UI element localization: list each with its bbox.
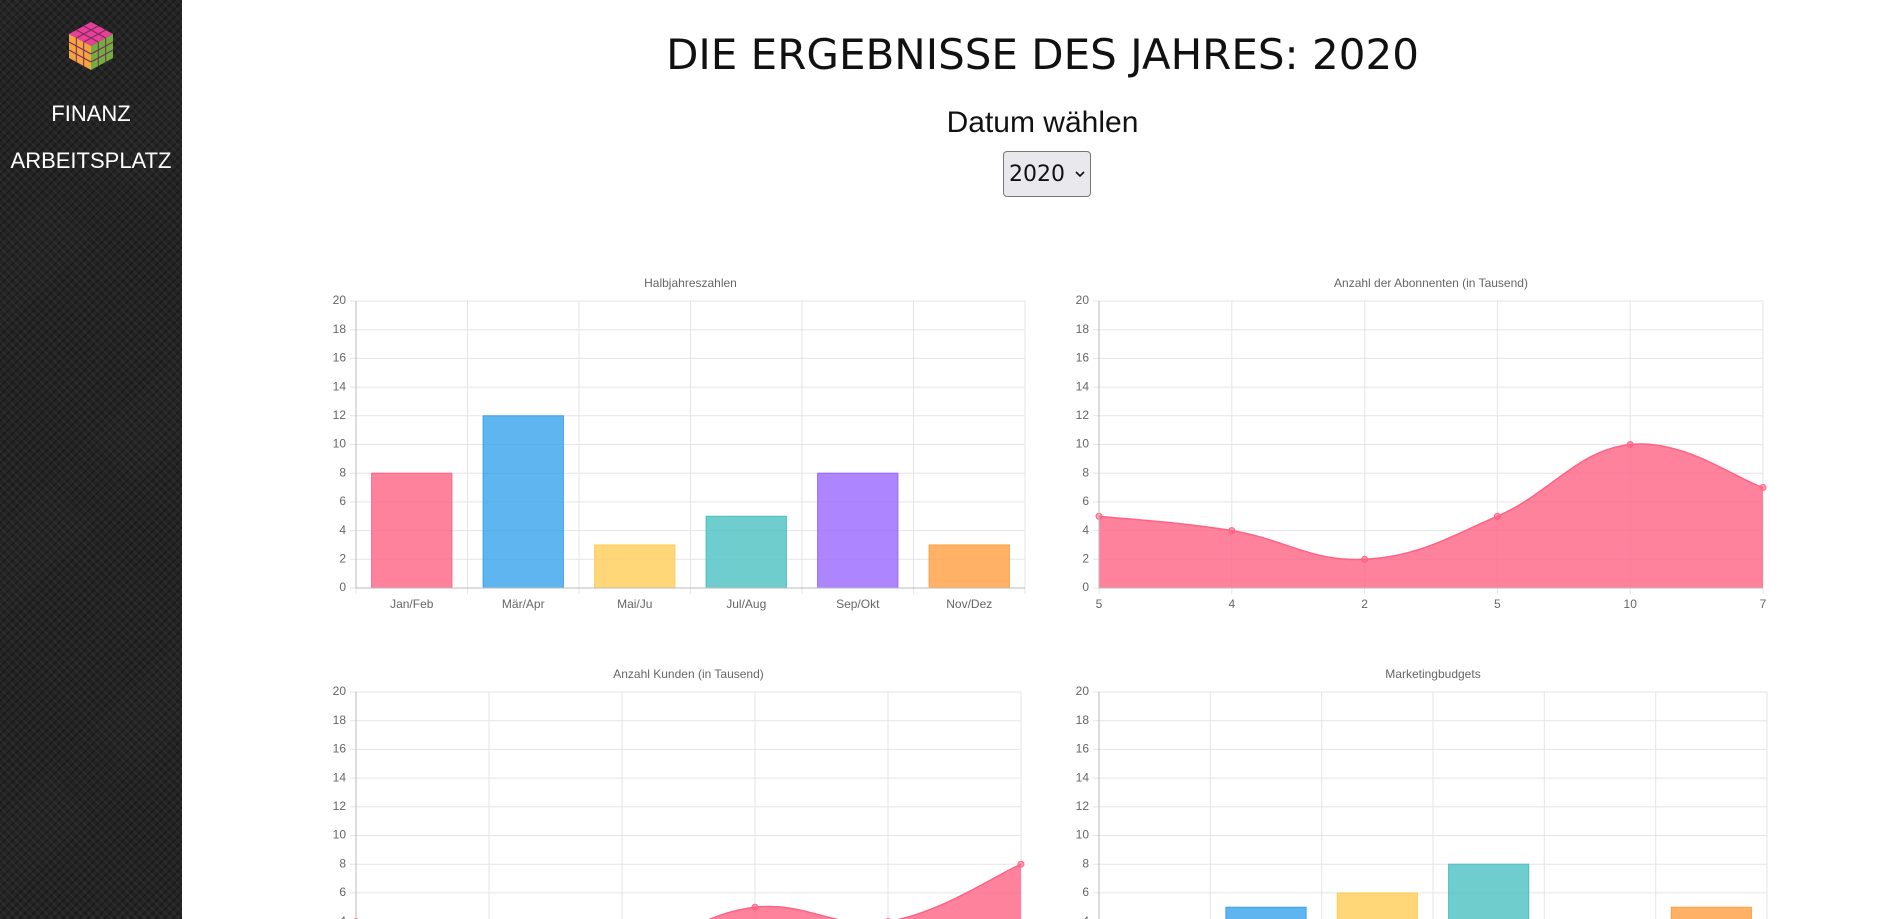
- point: [1759, 484, 1767, 492]
- x-tick-label: 5: [1494, 597, 1501, 611]
- y-tick-label: 10: [1076, 437, 1090, 451]
- y-tick-label: 0: [339, 580, 346, 594]
- y-tick-label: 18: [333, 713, 347, 727]
- y-tick-label: 12: [1076, 408, 1090, 422]
- y-tick-label: 4: [1082, 914, 1089, 919]
- x-tick-label: Nov/Dez: [946, 597, 992, 611]
- chart-title: Anzahl Kunden (in Tausend): [613, 667, 764, 681]
- y-tick-label: 2: [339, 551, 346, 565]
- bar: [482, 415, 564, 589]
- x-tick-label: Mär/Apr: [502, 597, 545, 611]
- brand-line[interactable]: FINANZ: [51, 101, 131, 126]
- y-tick-label: 16: [1076, 351, 1090, 365]
- y-tick-label: 14: [1076, 379, 1090, 393]
- chart-title: Anzahl der Abonnenten (in Tausend): [1334, 276, 1528, 290]
- point: [1228, 527, 1236, 535]
- x-tick-label: Jan/Feb: [390, 597, 434, 611]
- bar: [928, 544, 1010, 589]
- y-tick-label: 12: [333, 408, 347, 422]
- x-tick-label: 5: [1096, 597, 1103, 611]
- y-tick-label: 10: [333, 828, 347, 842]
- y-tick-label: 20: [1076, 293, 1090, 307]
- y-tick-label: 6: [1082, 885, 1089, 899]
- x-tick-label: 2: [1361, 597, 1368, 611]
- x-tick-label: 7: [1760, 597, 1767, 611]
- logo[interactable]: [67, 20, 115, 72]
- y-tick-label: 18: [1076, 713, 1090, 727]
- y-tick-label: 0: [1082, 580, 1089, 594]
- brand-line[interactable]: ARBEITSPLATZ: [10, 148, 172, 173]
- x-tick-label: 10: [1624, 597, 1638, 611]
- x-tick-label: Sep/Okt: [836, 597, 880, 611]
- year-select[interactable]: 2020: [1003, 151, 1091, 197]
- y-tick-label: 16: [333, 742, 347, 756]
- y-tick-label: 6: [339, 494, 346, 508]
- y-tick-label: 4: [339, 523, 346, 537]
- chart-title: Marketingbudgets: [1385, 667, 1480, 681]
- y-tick-label: 4: [1082, 523, 1089, 537]
- y-tick-label: 16: [1076, 742, 1090, 756]
- y-tick-label: 10: [1076, 828, 1090, 842]
- point: [751, 903, 759, 911]
- x-tick-label: 4: [1228, 597, 1235, 611]
- chart-title: Halbjahreszahlen: [644, 276, 737, 290]
- y-tick-label: 16: [333, 351, 347, 365]
- y-tick-label: 6: [339, 885, 346, 899]
- y-tick-label: 18: [333, 322, 347, 336]
- y-tick-label: 20: [333, 684, 347, 698]
- page-title: DIE ERGEBNISSE DES JAHRES: 2020: [666, 30, 1419, 79]
- bar: [705, 515, 787, 589]
- dropdown-arrow: [1075, 171, 1085, 178]
- y-tick-label: 20: [1076, 684, 1090, 698]
- bar: [817, 472, 899, 589]
- y-tick-label: 18: [1076, 322, 1090, 336]
- point: [1493, 512, 1501, 520]
- y-tick-label: 14: [333, 770, 347, 784]
- y-tick-label: 14: [333, 379, 347, 393]
- y-tick-label: 12: [1076, 799, 1090, 813]
- point: [1017, 860, 1025, 868]
- y-tick-label: 10: [333, 437, 347, 451]
- point: [1626, 441, 1634, 448]
- y-tick-label: 2: [1082, 551, 1089, 565]
- sidebar: FINANZ ARBEITSPLATZ: [0, 0, 182, 919]
- bar: [1448, 863, 1530, 919]
- y-tick-label: 8: [339, 856, 346, 870]
- y-tick-label: 8: [1082, 465, 1089, 479]
- line: [708, 863, 1022, 919]
- y-tick-label: 4: [339, 914, 346, 919]
- date-label: Datum wählen: [946, 106, 1139, 139]
- bar: [371, 472, 453, 589]
- x-tick-label: Jul/Aug: [726, 597, 766, 611]
- y-tick-label: 14: [1076, 770, 1090, 784]
- area: [1099, 443, 1763, 588]
- bar: [1336, 892, 1418, 919]
- line: [1098, 443, 1764, 561]
- selected-year[interactable]: 2020: [1009, 161, 1065, 187]
- y-tick-label: 12: [333, 799, 347, 813]
- x-tick-label: Mai/Ju: [617, 597, 652, 611]
- y-tick-label: 20: [333, 293, 347, 307]
- bar: [594, 544, 676, 589]
- y-tick-label: 6: [1082, 494, 1089, 508]
- point: [1361, 555, 1369, 563]
- bar: [1225, 906, 1307, 919]
- area: [710, 864, 1021, 919]
- bar: [1670, 906, 1752, 919]
- y-tick-label: 8: [1082, 856, 1089, 870]
- y-tick-label: 8: [339, 465, 346, 479]
